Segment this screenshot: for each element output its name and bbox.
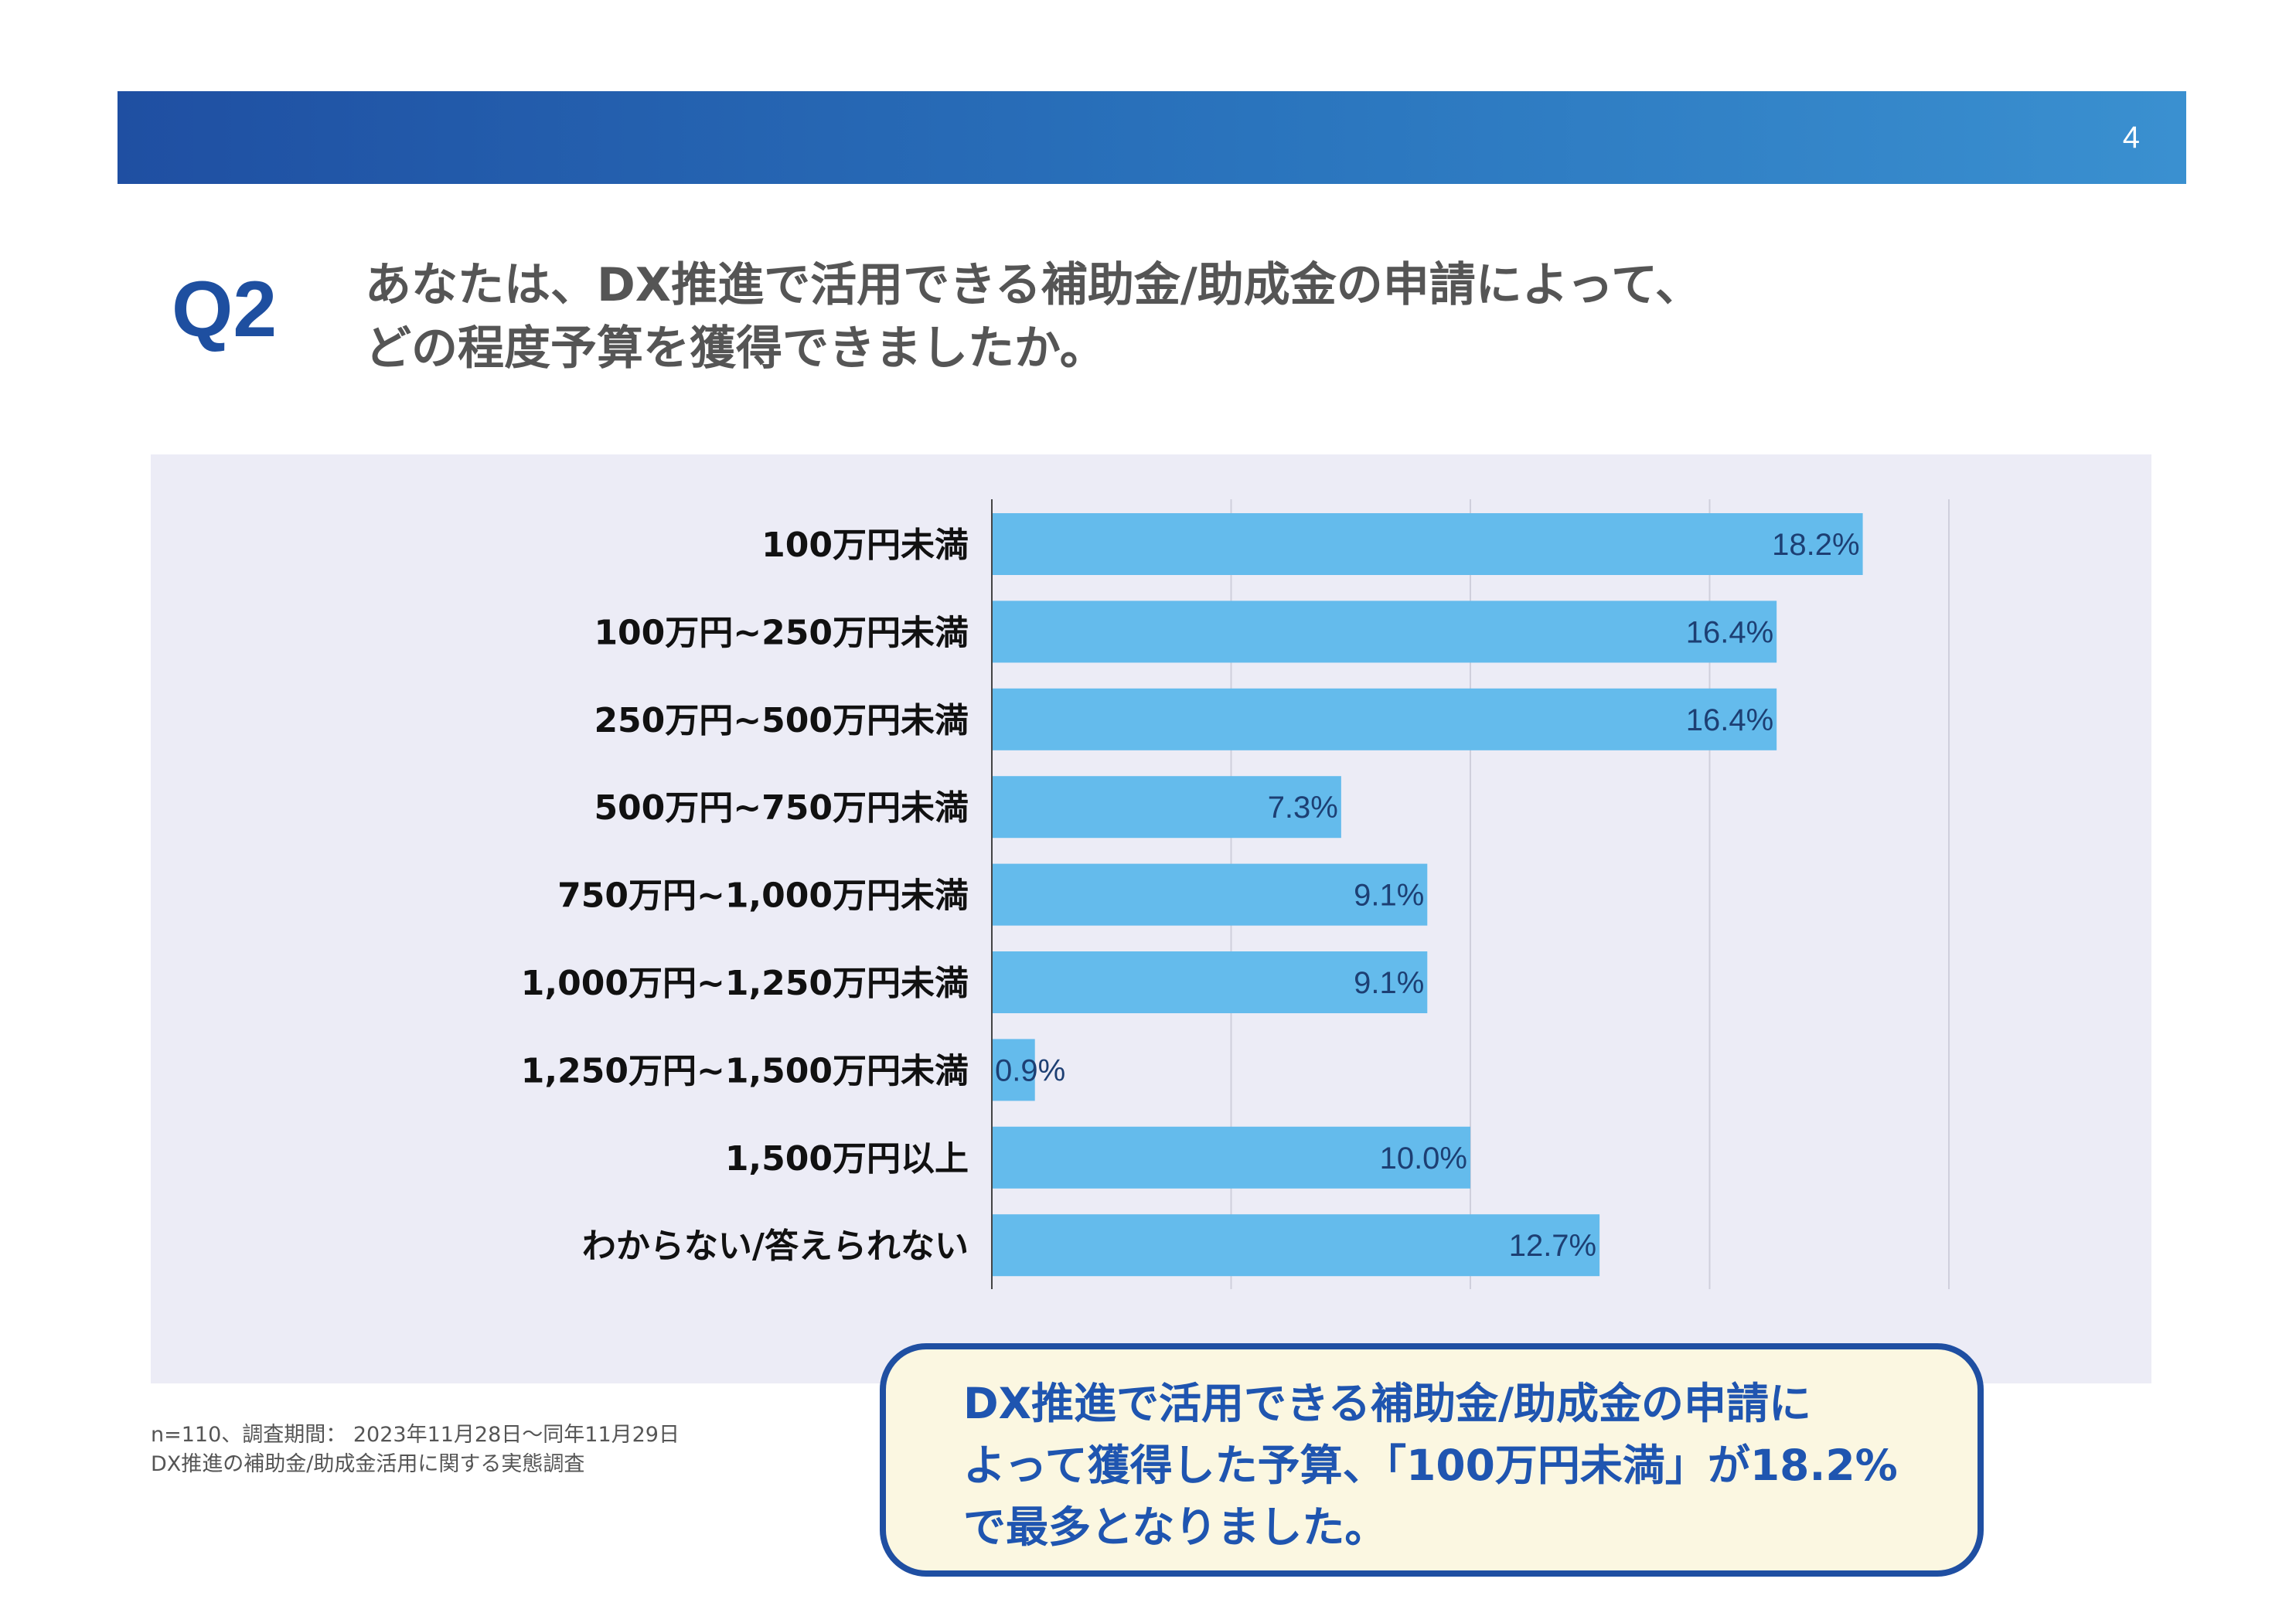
category-label-4: 750万円~1,000万円未満	[557, 876, 969, 916]
value-label-6: 0.9%	[995, 1053, 1065, 1087]
page-number: 4	[2122, 121, 2140, 155]
question-text: あなたは、DX推進で活用できる補助金/助成金の申請によって、 どの程度予算を獲得…	[365, 253, 1756, 380]
footnote-survey-title: DX推進の補助金/助成金活用に関する実態調査	[151, 1452, 585, 1476]
category-label-8: わからない/答えられない	[582, 1227, 969, 1266]
bar-8	[992, 1214, 1600, 1277]
category-label-3: 500万円~750万円未満	[594, 788, 969, 828]
chart-panel: 100万円未満 18.2% 100万円~250万円未満 16.4% 250万円~500万…	[151, 454, 2151, 1383]
category-label-2: 250万円~500万円未満	[594, 701, 969, 740]
bar-5	[992, 951, 1428, 1013]
bar-0	[992, 513, 1863, 575]
value-label-1: 16.4%	[1686, 615, 1773, 649]
value-label-8: 12.7%	[1509, 1229, 1596, 1263]
value-label-4: 9.1%	[1354, 879, 1424, 913]
value-label-3: 7.3%	[1268, 791, 1338, 825]
question-line-2: どの程度予算を獲得できましたか。	[365, 322, 1106, 376]
summary-callout: DX推進で活用できる補助金/助成金の申請に よって獲得した予算、「100万円未満…	[880, 1343, 1984, 1577]
bar-1	[992, 601, 1777, 663]
bar-7	[992, 1126, 1470, 1189]
bar-3	[992, 776, 1341, 839]
header-band: 4	[118, 91, 2186, 184]
category-label-5: 1,000万円~1,250万円未満	[521, 964, 969, 1003]
value-label-0: 18.2%	[1772, 528, 1859, 562]
callout-line-1: DX推進で活用できる補助金/助成金の申請に	[963, 1379, 1812, 1428]
bar-chart: 100万円未満 18.2% 100万円~250万円未満 16.4% 250万円~500万…	[521, 499, 1950, 1289]
question-number: Q2	[172, 265, 278, 353]
footnote-survey-info: n=110、調査期間： 2023年11月28日～同年11月29日	[151, 1423, 680, 1447]
callout-line-2: よって獲得した予算、「100万円未満」が18.2%	[963, 1441, 1898, 1490]
category-label-6: 1,250万円~1,500万円未満	[521, 1051, 969, 1091]
category-label-7: 1,500万円以上	[725, 1139, 969, 1179]
bar-2	[992, 688, 1777, 750]
value-label-7: 10.0%	[1380, 1142, 1467, 1176]
value-label-5: 9.1%	[1354, 966, 1424, 1000]
category-label-1: 100万円~250万円未満	[594, 613, 969, 652]
value-label-2: 16.4%	[1686, 703, 1773, 737]
callout-line-3: で最多となりました。	[963, 1502, 1388, 1552]
question-line-1: あなたは、DX推進で活用できる補助金/助成金の申請によって、	[365, 258, 1702, 312]
bar-6	[992, 1039, 1035, 1101]
footnote: n=110、調査期間： 2023年11月28日～同年11月29日 DX推進の補助…	[151, 1421, 680, 1479]
category-label-0: 100万円未満	[761, 526, 969, 565]
bar-4	[992, 863, 1428, 926]
